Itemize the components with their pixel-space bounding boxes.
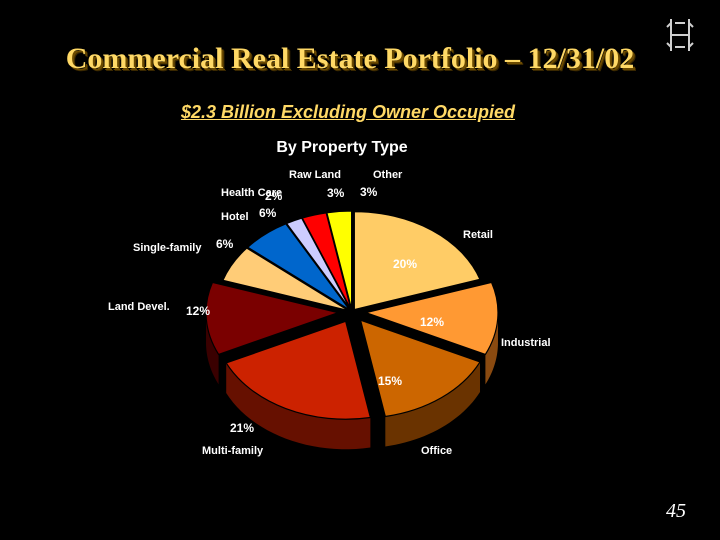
slice-percent-label: 21% — [230, 421, 254, 435]
slice-category-label: Health Care — [221, 187, 282, 199]
pie-slice — [359, 319, 481, 418]
slice-category-label: Other — [373, 169, 403, 181]
slice-percent-label: 3% — [360, 185, 378, 199]
slide-title: Commercial Real Estate Portfolio – 12/31… — [65, 42, 635, 75]
slice-percent-label: 6% — [216, 237, 234, 251]
slice-percent-label: 12% — [186, 304, 210, 318]
pie-slice-side — [206, 312, 219, 385]
slice-percent-label: 2% — [265, 189, 283, 203]
slice-category-label: Office — [421, 445, 452, 457]
slice-category-label: Land Devel. — [108, 301, 170, 313]
pie-slice — [222, 247, 349, 312]
pie-slice — [326, 210, 353, 310]
slice-percent-label: 15% — [378, 374, 402, 388]
slice-percent-label: 20% — [393, 257, 417, 271]
chart-title: By Property Type — [276, 139, 408, 156]
slice-category-label: Retail — [463, 229, 493, 241]
slice-percent-label: 6% — [259, 206, 277, 220]
company-logo-icon — [666, 19, 694, 51]
slice-category-label: Raw Land — [289, 169, 341, 181]
pie-slice — [205, 281, 341, 356]
pie-slice — [363, 281, 499, 356]
slice-category-label: Multi-family — [202, 445, 264, 457]
slice-category-label: Hotel — [221, 211, 249, 223]
pie-slice — [246, 223, 350, 311]
pie-slice-side — [226, 362, 371, 450]
slice-category-label: Single-family — [133, 242, 202, 254]
pie-slice — [353, 210, 481, 311]
slide-subtitle: $2.3 Billion Excluding Owner Occupied — [180, 102, 516, 122]
pie-slice-side — [385, 361, 481, 447]
slice-percent-label: 12% — [420, 315, 444, 329]
pie-slice — [285, 217, 351, 310]
pie-slice-side — [485, 312, 498, 385]
slice-percent-label: 3% — [327, 186, 345, 200]
pie-slice — [225, 320, 372, 420]
page-number: 45 — [666, 500, 686, 522]
pie-slice — [301, 212, 352, 310]
slice-category-label: Industrial — [501, 337, 551, 349]
